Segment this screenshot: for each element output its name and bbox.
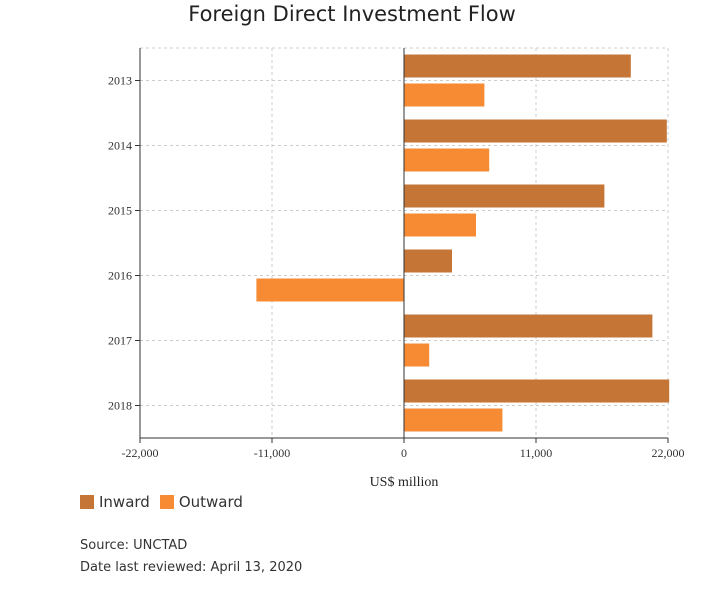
y-tick-label: 2014 xyxy=(108,139,132,153)
bar-chart: 2013 2014 2015 2016 2017 2018 -22,000 -11,000 0 1… xyxy=(108,47,685,490)
legend-label-outward: Outward xyxy=(178,493,243,511)
y-tick-label: 2015 xyxy=(108,204,132,218)
x-axis-title: US$ million xyxy=(370,475,439,490)
bar-inward-2018 xyxy=(404,379,670,403)
legend-label-inward: Inward xyxy=(99,493,150,511)
legend-item-outward[interactable]: Outward xyxy=(159,493,243,511)
y-tick-label: 2013 xyxy=(108,74,132,88)
x-tick-label: 11,000 xyxy=(520,446,553,460)
bar-outward-2013 xyxy=(404,83,485,107)
bar-outward-2016 xyxy=(256,278,404,302)
bar-outward-2017 xyxy=(404,343,430,367)
axes: 2013 2014 2015 2016 2017 2018 -22,000 -11,000 0 1… xyxy=(108,48,685,460)
x-tick-label: 22,000 xyxy=(652,446,685,460)
legend-swatch-outward xyxy=(159,495,174,509)
bar-outward-2015 xyxy=(404,213,476,237)
y-tick-label: 2018 xyxy=(108,399,132,413)
bar-inward-2015 xyxy=(404,184,605,208)
chart-title: Foreign Direct Investment Flow xyxy=(188,2,516,26)
x-tick-label: 0 xyxy=(401,446,407,460)
x-tick-label: -11,000 xyxy=(254,446,291,460)
bars xyxy=(256,54,670,432)
y-tick-label: 2016 xyxy=(108,269,132,283)
bar-outward-2014 xyxy=(404,148,490,172)
legend-swatch-inward xyxy=(80,495,94,509)
reviewed-note: Date last reviewed: April 13, 2020 xyxy=(80,560,303,575)
legend-item-inward[interactable]: Inward xyxy=(80,493,150,511)
bar-inward-2017 xyxy=(404,314,653,338)
bar-inward-2016 xyxy=(404,249,452,273)
bar-outward-2018 xyxy=(404,408,503,432)
y-tick-label: 2017 xyxy=(108,334,132,348)
x-tick-label: -22,000 xyxy=(122,446,159,460)
bar-inward-2013 xyxy=(404,54,631,78)
source-note: Source: UNCTAD xyxy=(80,538,188,553)
legend: Inward Outward xyxy=(80,493,253,511)
bar-inward-2014 xyxy=(404,119,667,143)
